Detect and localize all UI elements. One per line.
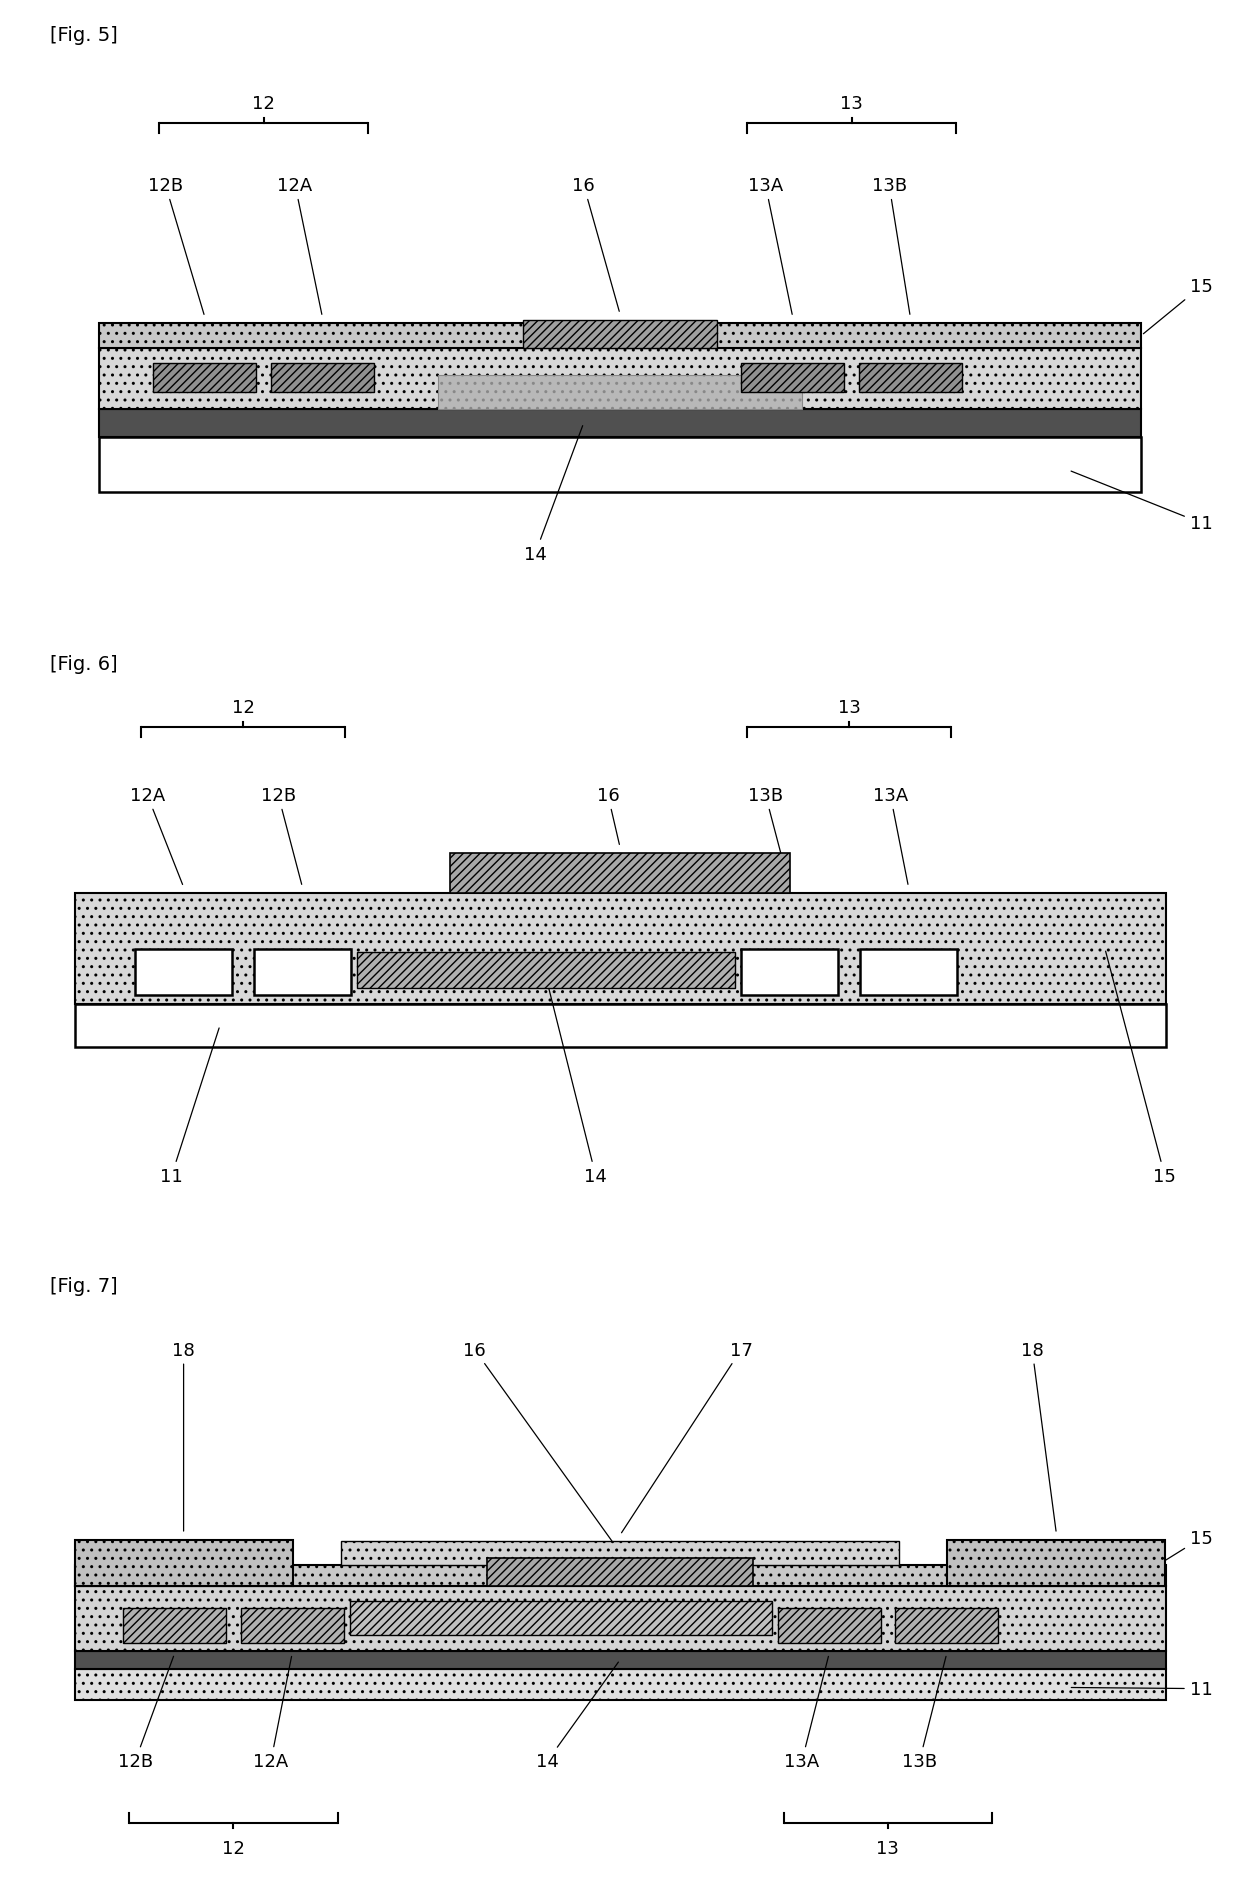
Bar (99, 325, 1141, 349)
Text: 14: 14 (547, 981, 608, 1184)
Bar (742, 949, 838, 995)
Text: 13B: 13B (748, 786, 789, 884)
Text: 13B: 13B (872, 177, 910, 315)
Text: 11: 11 (160, 1029, 219, 1184)
Bar (74, 1539, 293, 1587)
Bar (74, 894, 1166, 1004)
Text: 12A: 12A (278, 177, 322, 315)
Bar (135, 949, 232, 995)
Bar (74, 1564, 1166, 1587)
Text: 12B: 12B (260, 786, 301, 884)
Bar (241, 1608, 343, 1644)
Text: [Fig. 7]: [Fig. 7] (51, 1275, 118, 1294)
Text: 14: 14 (536, 1663, 619, 1771)
Bar (357, 953, 735, 989)
Bar (777, 1608, 880, 1644)
Text: 16: 16 (464, 1340, 619, 1551)
Bar (523, 321, 717, 349)
Bar (123, 1608, 226, 1644)
Text: 13B: 13B (901, 1657, 946, 1771)
Bar (859, 363, 962, 393)
Bar (99, 349, 1141, 410)
Bar (341, 1541, 899, 1564)
Bar (270, 363, 374, 393)
Bar (486, 1558, 754, 1587)
Text: 12: 12 (252, 95, 275, 114)
Text: 15: 15 (1143, 1530, 1213, 1573)
Text: 13A: 13A (748, 177, 792, 315)
Text: 18: 18 (172, 1340, 195, 1532)
Bar (895, 1608, 998, 1644)
Text: 13A: 13A (784, 1657, 828, 1771)
Text: 11: 11 (1071, 473, 1213, 533)
Text: [Fig. 6]: [Fig. 6] (51, 655, 118, 674)
Bar (254, 949, 351, 995)
Text: [Fig. 5]: [Fig. 5] (51, 27, 118, 46)
Bar (450, 854, 790, 894)
Text: 13A: 13A (873, 786, 908, 884)
Text: 13: 13 (839, 95, 863, 114)
Text: 12A: 12A (130, 786, 182, 884)
Bar (154, 363, 257, 393)
Text: 13: 13 (877, 1839, 899, 1858)
Text: 11: 11 (1071, 1680, 1213, 1697)
Text: 18: 18 (1021, 1340, 1056, 1532)
Text: 12A: 12A (253, 1657, 291, 1771)
Text: 16: 16 (596, 786, 619, 845)
Text: 12B: 12B (118, 1657, 174, 1771)
Bar (99, 410, 1141, 438)
Text: 15: 15 (1143, 279, 1213, 334)
Bar (947, 1539, 1166, 1587)
Text: 12: 12 (222, 1839, 244, 1858)
Text: 12B: 12B (148, 177, 205, 315)
Bar (742, 363, 844, 393)
Bar (74, 1668, 1166, 1701)
Bar (74, 1587, 1166, 1651)
Bar (74, 1004, 1166, 1048)
Text: 16: 16 (572, 177, 619, 311)
Bar (350, 1602, 771, 1636)
Bar (74, 1651, 1166, 1668)
Text: 14: 14 (523, 427, 583, 564)
Text: 12: 12 (232, 698, 254, 717)
Text: 17: 17 (621, 1340, 753, 1534)
Text: 13: 13 (838, 698, 861, 717)
Bar (438, 376, 802, 410)
Text: 15: 15 (1106, 951, 1177, 1184)
Bar (99, 438, 1141, 493)
Bar (861, 949, 957, 995)
